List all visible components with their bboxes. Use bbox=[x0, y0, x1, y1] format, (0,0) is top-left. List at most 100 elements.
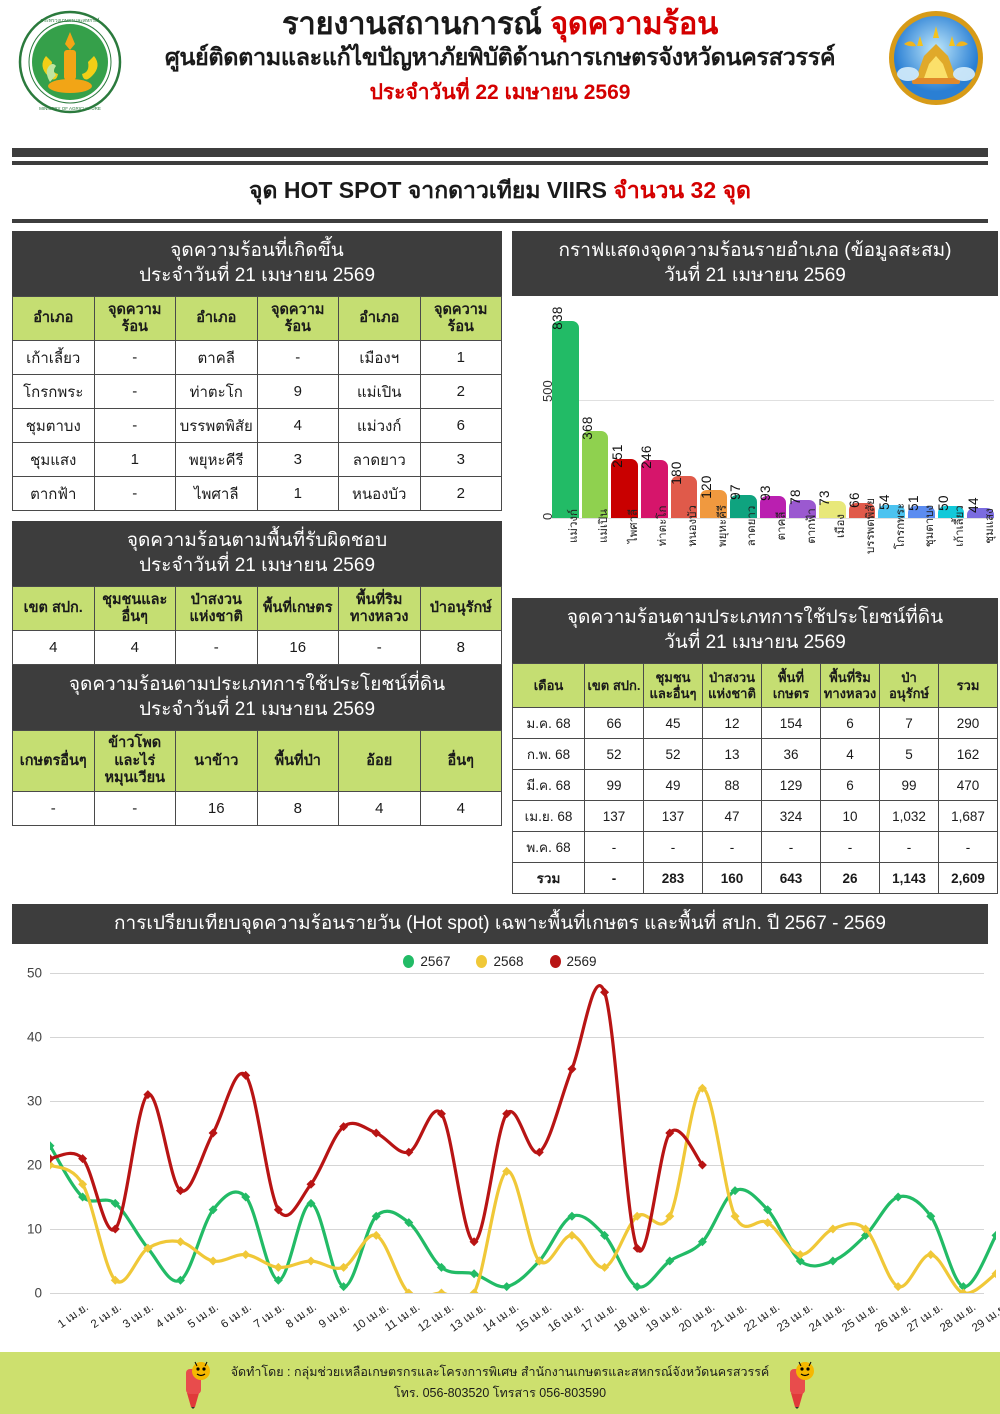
line-marker bbox=[828, 1256, 838, 1266]
col-header: จุดความร้อน bbox=[93, 296, 176, 342]
cell: แม่วงก์ bbox=[338, 408, 421, 444]
line-marker bbox=[665, 1256, 675, 1266]
cell: 7 bbox=[879, 707, 939, 740]
cell: 290 bbox=[938, 707, 998, 740]
cell: มี.ค. 68 bbox=[512, 769, 585, 802]
cell: ไพศาลี bbox=[175, 476, 258, 512]
bar-x-tick-label: ท่าตะโก bbox=[657, 505, 670, 547]
line-x-tick-label: 1 เม.ย. bbox=[55, 1301, 91, 1332]
line-marker bbox=[78, 1154, 88, 1164]
bar-chart-title: กราฟแสดงจุดความร้อนรายอำเภอ (ข้อมูลสะสม)… bbox=[512, 231, 998, 297]
line-marker bbox=[339, 1282, 349, 1292]
line-y-tick: 40 bbox=[26, 1029, 42, 1045]
line-marker bbox=[273, 1263, 283, 1273]
bar-column: 251 bbox=[609, 306, 639, 519]
line-marker bbox=[110, 1224, 120, 1234]
subhead-divider bbox=[12, 219, 988, 223]
col-header: จุดความร้อน bbox=[419, 296, 502, 342]
table-row: ม.ค. 68 66 45 12 154 6 7 290 bbox=[512, 707, 998, 740]
line-marker bbox=[991, 1269, 996, 1279]
bar-value-label: 66 bbox=[847, 491, 863, 508]
bar-value-label: 93 bbox=[758, 485, 774, 502]
line-gridline bbox=[50, 1293, 984, 1295]
bar-x-tick-label: ตากฟ้า bbox=[805, 508, 818, 544]
line-y-tick: 30 bbox=[26, 1093, 42, 1109]
line-chart-title: การเปรียบเทียบจุดความร้อนรายวัน (Hot spo… bbox=[12, 904, 988, 945]
hotspot-summary-prefix: จุด HOT SPOT จากดาวเทียม VIIRS bbox=[249, 177, 614, 203]
line-marker bbox=[110, 1276, 120, 1286]
bar-column: 73 bbox=[817, 306, 846, 519]
legend-color-dot bbox=[403, 955, 415, 969]
line-marker bbox=[371, 1212, 381, 1222]
cell: 8 bbox=[256, 790, 339, 826]
line-marker bbox=[208, 1205, 218, 1215]
table-row: 4 4 - 16 - 8 bbox=[12, 630, 502, 666]
cell: พ.ค. 68 bbox=[512, 831, 585, 864]
header-divider-thick bbox=[12, 148, 988, 157]
bar-x-tick: ชุมแสง bbox=[967, 508, 996, 590]
cell: 129 bbox=[761, 769, 821, 802]
responsible-area-table: เขต สปก. ชุมชนและอื่นๆ ป่าสงวนแห่งชาติ พ… bbox=[12, 586, 502, 666]
district-bar-chart-panel: กราฟแสดงจุดความร้อนรายอำเภอ (ข้อมูลสะสม)… bbox=[512, 231, 998, 595]
line-x-axis: 1 เม.ย. 2 เม.ย. 3 เม.ย. 4 เม.ย. 5 เม.ย. 6 เม.… bbox=[50, 1295, 1000, 1345]
bar-column: 51 bbox=[906, 306, 935, 519]
cell: - bbox=[643, 831, 703, 864]
page-title-highlight: จุดความร้อน bbox=[549, 6, 718, 41]
bar-column: 97 bbox=[728, 306, 757, 519]
line-marker bbox=[371, 1231, 381, 1241]
table-header-row: เขต สปก. ชุมชนและอื่นๆ ป่าสงวนแห่งชาติ พ… bbox=[12, 586, 502, 632]
table-row: เก้าเลี้ยว - ตาคลี - เมืองฯ 1 bbox=[12, 340, 502, 376]
landuse-title-line1: จุดความร้อนตามประเภทการใช้ประโยชน์ที่ดิน bbox=[68, 674, 446, 696]
cell: - bbox=[338, 630, 421, 666]
line-marker bbox=[600, 1263, 610, 1273]
bar bbox=[967, 507, 995, 519]
line-y-tick: 50 bbox=[26, 965, 42, 981]
footer-line2: โทร. 056-803520 โทรสาร 056-803590 bbox=[393, 1386, 607, 1400]
line-marker bbox=[730, 1186, 740, 1196]
line-marker bbox=[241, 1250, 251, 1260]
bar-column: 93 bbox=[758, 306, 787, 519]
cell: เก้าเลี้ยว bbox=[12, 340, 95, 376]
bar-value-label: 251 bbox=[609, 444, 625, 468]
table-row: ชุมแสง 1 พยุหะคีรี 3 ลาดยาว 3 bbox=[12, 442, 502, 478]
line-marker bbox=[175, 1276, 185, 1286]
cell: ชุมแสง bbox=[12, 442, 95, 478]
cell: 4 bbox=[256, 408, 339, 444]
line-marker bbox=[143, 1244, 153, 1254]
bar-x-tick-label: แม่วงก์ bbox=[568, 509, 581, 544]
bar-x-tick-label: บรรพตพิสัย bbox=[865, 498, 878, 555]
bar-column: 120 bbox=[699, 306, 728, 519]
bar-chart-title-line2: วันที่ 21 เมษายน 2569 bbox=[664, 265, 846, 287]
line-marker bbox=[926, 1250, 936, 1260]
line-marker bbox=[697, 1160, 707, 1170]
page-subtitle: ศูนย์ติดตามและแก้ไขปัญหาภัยพิบัติด้านการ… bbox=[164, 43, 836, 70]
line-marker bbox=[436, 1288, 446, 1294]
line-marker bbox=[958, 1288, 968, 1294]
line-y-tick: 0 bbox=[34, 1285, 42, 1301]
monthly-landuse-table: เดือน เขต สปก. ชุมชนและอื่นๆ ป่าสงวนแห่งชาต… bbox=[512, 663, 998, 895]
line-marker bbox=[306, 1256, 316, 1266]
col-header: พื้นที่เกษตร bbox=[761, 663, 821, 709]
cell: 52 bbox=[584, 738, 644, 771]
cell: 52 bbox=[643, 738, 703, 771]
report-header: กระทรวงเกษตรและสหกรณ์ MINISTRY OF AGRICU… bbox=[0, 0, 1000, 142]
cell: เมืองฯ bbox=[338, 340, 421, 376]
hotspot-count: จำนวน 32 จุด bbox=[613, 177, 751, 203]
page-footer: จัดทำโดย : กลุ่มช่วยเหลือเกษตรกรและโครงก… bbox=[0, 1352, 1000, 1414]
cell: - bbox=[879, 831, 939, 864]
cell: 1,687 bbox=[938, 800, 998, 833]
svg-text:กระทรวงเกษตรและสหกรณ์: กระทรวงเกษตรและสหกรณ์ bbox=[40, 17, 100, 24]
cell: 470 bbox=[938, 769, 998, 802]
bar-x-tick: ชุมตาบง bbox=[908, 505, 936, 590]
responsible-area-title: จุดความร้อนตามพื้นที่รับผิดชอบ ประจำวันท… bbox=[12, 521, 502, 587]
cell: 6 bbox=[419, 408, 502, 444]
line-gridline bbox=[50, 973, 984, 975]
report-date: ประจำวันที่ 22 เมษายน 2569 bbox=[369, 80, 631, 104]
col-header: เดือน bbox=[512, 663, 585, 709]
bar bbox=[908, 506, 935, 519]
bar-x-tick: บรรพตพิสัย bbox=[849, 498, 877, 590]
cell: - bbox=[702, 831, 762, 864]
cell: 1 bbox=[256, 476, 339, 512]
table-row: - - 16 8 4 4 bbox=[12, 790, 502, 826]
cell: 4 bbox=[93, 630, 176, 666]
